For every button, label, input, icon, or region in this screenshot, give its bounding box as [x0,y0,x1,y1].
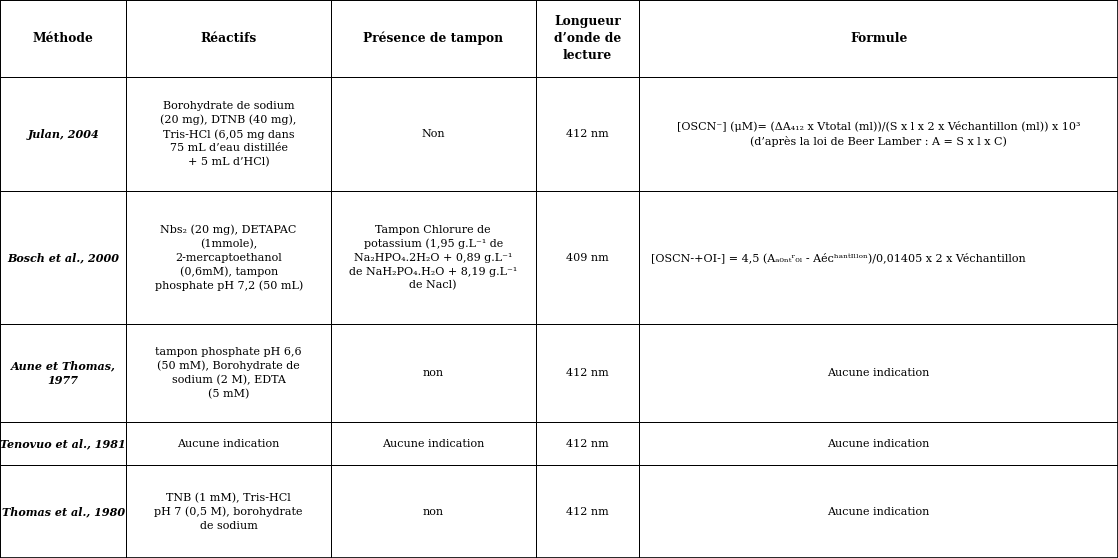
Text: Aucune indication: Aucune indication [382,439,484,449]
Text: Aucune indication: Aucune indication [827,368,930,378]
Text: Réactifs: Réactifs [200,32,257,45]
Bar [0,191,126,324]
Text: 412 nm: 412 nm [566,129,609,139]
Bar [0,0,126,77]
Bar [331,465,536,558]
Bar [639,77,1118,191]
Bar [536,0,639,77]
Bar [536,465,639,558]
Bar [331,0,536,77]
Text: 412 nm: 412 nm [566,368,609,378]
Text: Méthode: Méthode [32,32,94,45]
Text: Thomas et al., 1980: Thomas et al., 1980 [1,506,125,517]
Bar [0,324,126,422]
Text: tampon phosphate pH 6,6
(50 mM), Borohydrate de
sodium (2 M), EDTA
(5 mM): tampon phosphate pH 6,6 (50 mM), Borohyd… [155,347,302,400]
Text: Tampon Chlorure de
potassium (1,95 g.L⁻¹ de
Na₂HPO₄.2H₂O + 0,89 g.L⁻¹
de NaH₂PO₄: Tampon Chlorure de potassium (1,95 g.L⁻¹… [349,225,518,291]
Text: 409 nm: 409 nm [566,253,609,263]
Bar [536,422,639,465]
Bar [331,77,536,191]
Bar [126,77,331,191]
Bar [536,191,639,324]
Bar [639,465,1118,558]
Bar [331,191,536,324]
Bar [536,77,639,191]
Bar [126,324,331,422]
Bar [639,0,1118,77]
Text: Bosch et al., 2000: Bosch et al., 2000 [7,252,120,263]
Bar [0,77,126,191]
Text: Nbs₂ (20 mg), DETAPAC
(1mmole),
2-mercaptoethanol
(0,6mM), tampon
phosphate pH 7: Nbs₂ (20 mg), DETAPAC (1mmole), 2-mercap… [154,224,303,291]
Text: non: non [423,368,444,378]
Bar [126,422,331,465]
Text: non: non [423,507,444,517]
Text: [OSCN-+OI-] = 4,5 (Aₐ₀ₙₜʳ₀ₗ - Aéᴄʰᵃⁿᵗᴵˡˡᵒⁿ)/0,01405 x 2 x Véchantillon: [OSCN-+OI-] = 4,5 (Aₐ₀ₙₜʳ₀ₗ - Aéᴄʰᵃⁿᵗᴵˡˡ… [651,252,1025,263]
Bar [126,465,331,558]
Text: Aucune indication: Aucune indication [827,507,930,517]
Text: Non: Non [421,129,445,139]
Bar [0,422,126,465]
Text: 412 nm: 412 nm [566,439,609,449]
Text: Julan, 2004: Julan, 2004 [27,129,100,140]
Bar [639,324,1118,422]
Bar [331,324,536,422]
Text: [OSCN⁻] (μM)= (ΔA₄₁₂ x Vtotal (ml))/(S x l x 2 x Véchantillon (ml)) x 10³
(d’apr: [OSCN⁻] (μM)= (ΔA₄₁₂ x Vtotal (ml))/(S x… [678,121,1080,147]
Bar [126,0,331,77]
Bar [331,422,536,465]
Text: 412 nm: 412 nm [566,507,609,517]
Text: Aune et Thomas,
1977: Aune et Thomas, 1977 [11,360,115,386]
Text: Aucune indication: Aucune indication [178,439,280,449]
Text: Aucune indication: Aucune indication [827,439,930,449]
Text: Tenovuo et al., 1981: Tenovuo et al., 1981 [0,438,126,449]
Bar [536,324,639,422]
Text: TNB (1 mM), Tris-HCl
pH 7 (0,5 M), borohydrate
de sodium: TNB (1 mM), Tris-HCl pH 7 (0,5 M), boroh… [154,493,303,531]
Bar [639,422,1118,465]
Bar [0,465,126,558]
Text: Longueur
d’onde de
lecture: Longueur d’onde de lecture [553,15,622,62]
Text: Formule: Formule [850,32,908,45]
Text: Présence de tampon: Présence de tampon [363,32,503,45]
Text: Borohydrate de sodium
(20 mg), DTNB (40 mg),
Tris-HCl (6,05 mg dans
75 mL d’eau : Borohydrate de sodium (20 mg), DTNB (40 … [161,101,296,167]
Bar [639,191,1118,324]
Bar [126,191,331,324]
